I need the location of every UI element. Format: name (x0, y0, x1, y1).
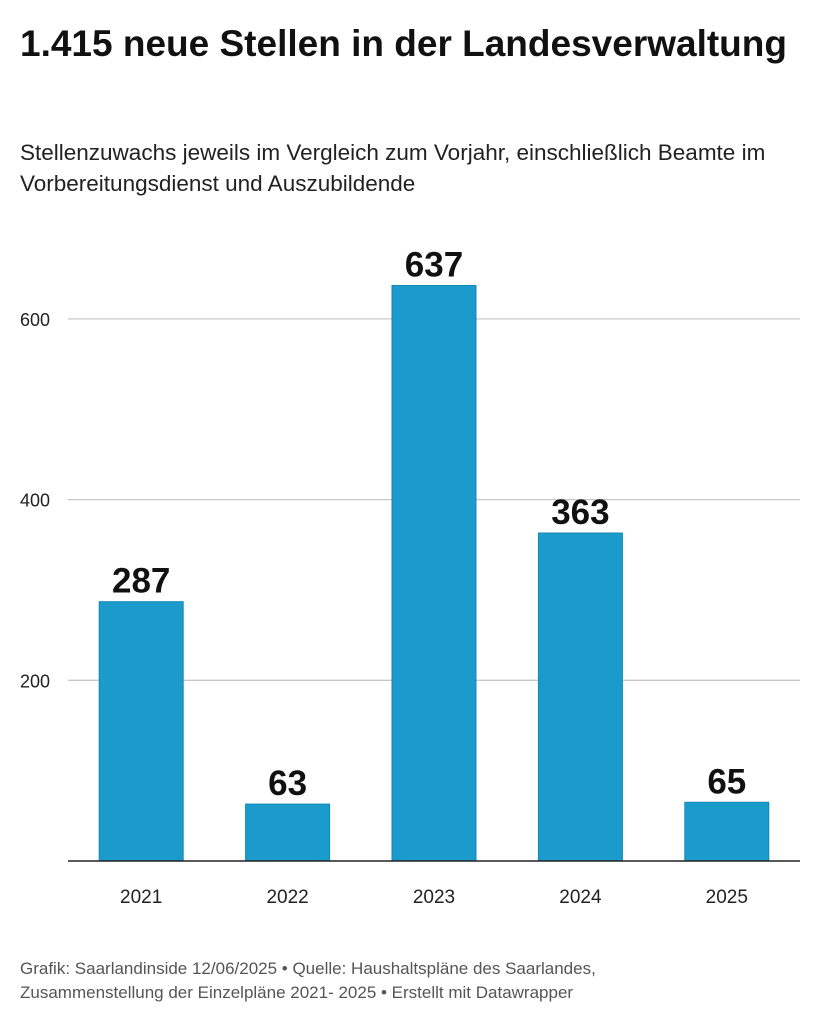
axes: 200 400 600 2021 2022 2023 2024 2025 (20, 310, 800, 908)
value-label-2024: 363 (551, 493, 609, 532)
x-tick-label-2023: 2023 (413, 887, 455, 908)
data-labels: 287 63 637 363 65 (112, 245, 746, 803)
chart-title: 1.415 neue Stellen in der Landesverwaltu… (20, 23, 787, 64)
y-tick-label-600: 600 (20, 310, 50, 330)
value-label-2021: 287 (112, 562, 170, 601)
x-tick-label-2025: 2025 (706, 887, 748, 908)
bar-2024 (537, 532, 623, 862)
y-tick-label-400: 400 (20, 491, 50, 511)
value-label-2022: 63 (268, 764, 307, 803)
bar-2023 (391, 284, 477, 862)
bar-2025 (684, 801, 770, 862)
footer-source-line-1: Grafik: Saarlandinside 12/06/2025 • Quel… (20, 959, 596, 978)
chart-subtitle: Stellenzuwachs jeweils im Vergleich zum … (20, 140, 766, 196)
y-tick-label-200: 200 (20, 671, 50, 691)
footer-source-line-2: Zusammenstellung der Einzelpläne 2021- 2… (20, 983, 574, 1002)
value-label-2025: 65 (707, 762, 746, 801)
x-tick-label-2024: 2024 (559, 887, 602, 908)
x-tick-label-2021: 2021 (120, 887, 162, 908)
bar-2021 (98, 601, 184, 862)
bar-2022 (245, 803, 331, 862)
value-label-2023: 637 (405, 245, 463, 284)
x-tick-label-2022: 2022 (266, 887, 308, 908)
bars (98, 284, 770, 862)
chart-footer: Grafik: Saarlandinside 12/06/2025 • Quel… (20, 957, 810, 1005)
